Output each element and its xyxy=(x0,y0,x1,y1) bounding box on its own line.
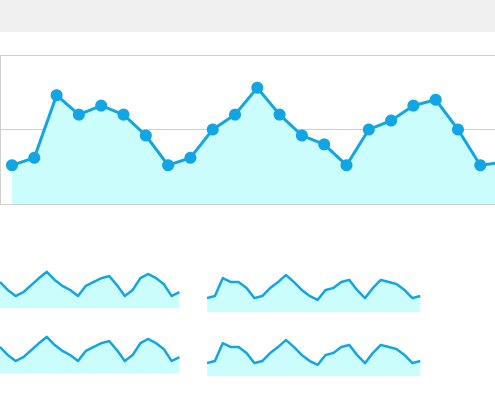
top-bar xyxy=(0,0,495,32)
point xyxy=(162,159,175,172)
area-fill xyxy=(207,275,421,312)
point xyxy=(50,89,63,102)
point xyxy=(452,123,464,136)
point xyxy=(206,123,219,136)
line xyxy=(206,273,421,302)
area-fill xyxy=(12,87,495,204)
point xyxy=(273,108,286,121)
area-fill xyxy=(207,340,421,376)
point xyxy=(340,159,353,172)
line xyxy=(206,338,421,367)
point xyxy=(362,123,375,136)
point xyxy=(295,129,308,142)
point xyxy=(139,129,152,142)
area-fill xyxy=(0,271,180,308)
point xyxy=(251,81,264,94)
point xyxy=(72,108,85,121)
point xyxy=(385,114,398,127)
point xyxy=(318,138,331,151)
point xyxy=(429,93,442,106)
point xyxy=(229,108,241,121)
point xyxy=(407,99,420,112)
point xyxy=(184,151,197,164)
point xyxy=(95,99,108,112)
point xyxy=(28,151,41,164)
point xyxy=(474,159,487,172)
line xyxy=(0,335,180,363)
point xyxy=(6,159,18,172)
area-fill xyxy=(0,336,180,373)
point xyxy=(117,108,130,121)
line xyxy=(0,270,180,298)
